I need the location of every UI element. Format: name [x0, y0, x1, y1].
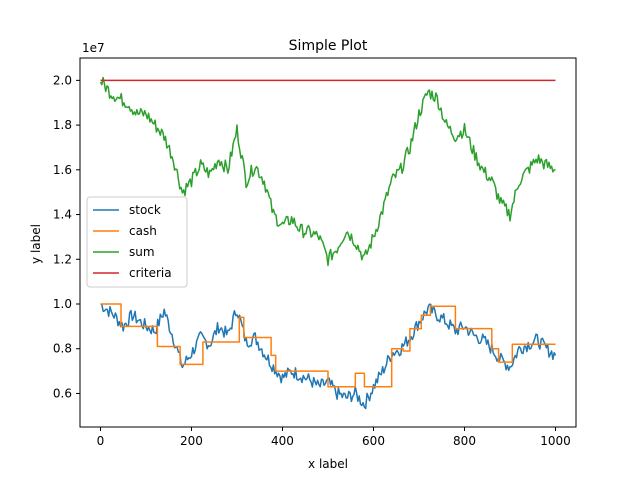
plot-area — [99, 76, 557, 410]
legend-box — [86, 196, 188, 288]
x-tick-label: 200 — [180, 434, 203, 448]
y-tick-label: 1.2 — [53, 252, 72, 266]
x-tick-label: 400 — [271, 434, 294, 448]
y-tick-label: 0.8 — [53, 342, 72, 356]
y-tick-label: 2.0 — [53, 73, 72, 87]
y-tick-label: 1.4 — [53, 208, 72, 222]
legend: stock cash sum criteria — [86, 196, 188, 288]
axes-frame — [79, 57, 577, 428]
y-tick-label: 1.6 — [53, 163, 72, 177]
x-tick-label: 1000 — [540, 434, 571, 448]
y-tick-label: 1.8 — [53, 118, 72, 132]
series-line-sum — [99, 76, 556, 267]
series-line-cash — [100, 303, 556, 388]
chart-title: Simple Plot — [289, 38, 368, 54]
legend-label-criteria: criteria — [129, 266, 172, 280]
y-axis-label: y label — [29, 224, 43, 264]
legend-label-stock: stock — [129, 203, 161, 217]
x-tick-label: 800 — [453, 434, 476, 448]
legend-label-cash: cash — [129, 224, 157, 238]
y-offset-label: 1e7 — [82, 41, 105, 55]
x-axis-label: x label — [308, 457, 348, 471]
legend-label-sum: sum — [129, 245, 155, 259]
x-tick-label: 0 — [97, 434, 105, 448]
y-tick-label: 1.0 — [53, 297, 72, 311]
y-tick-label: 0.6 — [53, 386, 72, 400]
axis-ticks: 0 200 400 600 800 1000 0.6 0.8 1.0 1.2 1.4 1.6 1.8 2.… — [53, 73, 571, 448]
x-tick-label: 600 — [362, 434, 385, 448]
